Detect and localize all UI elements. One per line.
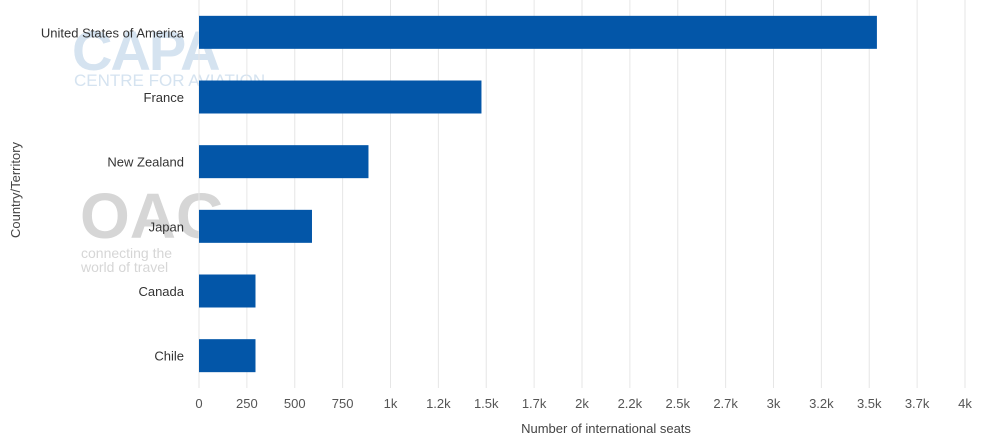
x-tick-label: 2.7k bbox=[713, 396, 738, 411]
bar[interactable] bbox=[199, 339, 256, 373]
bar[interactable] bbox=[199, 15, 877, 49]
x-tick-label: 0 bbox=[195, 396, 202, 411]
oag-tagline-line-1: connecting the bbox=[81, 245, 172, 261]
x-tick-label: 1.5k bbox=[474, 396, 499, 411]
x-tick-label: 3.5k bbox=[857, 396, 882, 411]
x-axis-tick-labels: 0 250 500 750 1k 1.2k 1.5k 1.7k 2k 2.2k 2.5k 2.7k 3k… bbox=[195, 396, 972, 411]
x-tick-label: 4k bbox=[958, 396, 972, 411]
bar[interactable] bbox=[199, 80, 482, 114]
x-tick-label: 3.7k bbox=[905, 396, 930, 411]
x-tick-label: 1.2k bbox=[426, 396, 451, 411]
bar[interactable] bbox=[199, 209, 312, 243]
x-tick-label: 2.5k bbox=[665, 396, 690, 411]
category-label: New Zealand bbox=[107, 155, 184, 170]
oag-tagline-line-2: world of travel bbox=[80, 259, 168, 275]
x-tick-label: 1k bbox=[384, 396, 398, 411]
category-labels: United States of America France New Zealan… bbox=[41, 25, 185, 363]
bars bbox=[199, 15, 877, 373]
x-tick-label: 3.2k bbox=[809, 396, 834, 411]
category-label: Canada bbox=[138, 284, 184, 299]
bar[interactable] bbox=[199, 274, 256, 308]
category-label: Japan bbox=[149, 219, 184, 234]
x-axis-title: Number of international seats bbox=[521, 421, 691, 436]
capa-logo-text: CAPA bbox=[72, 19, 219, 82]
y-axis-title: Country/Territory bbox=[8, 141, 23, 238]
category-label: Chile bbox=[154, 349, 184, 364]
category-label: United States of America bbox=[41, 25, 185, 40]
x-tick-label: 2.2k bbox=[618, 396, 643, 411]
x-tick-label: 500 bbox=[284, 396, 306, 411]
x-tick-label: 2k bbox=[575, 396, 589, 411]
x-tick-label: 1.7k bbox=[522, 396, 547, 411]
x-tick-label: 750 bbox=[332, 396, 354, 411]
oag-watermark: OAG connecting the world of travel bbox=[80, 180, 226, 275]
x-tick-label: 3k bbox=[767, 396, 781, 411]
gridlines bbox=[198, 0, 966, 388]
x-tick-label: 250 bbox=[236, 396, 258, 411]
bar[interactable] bbox=[199, 145, 369, 179]
category-label: France bbox=[144, 90, 184, 105]
